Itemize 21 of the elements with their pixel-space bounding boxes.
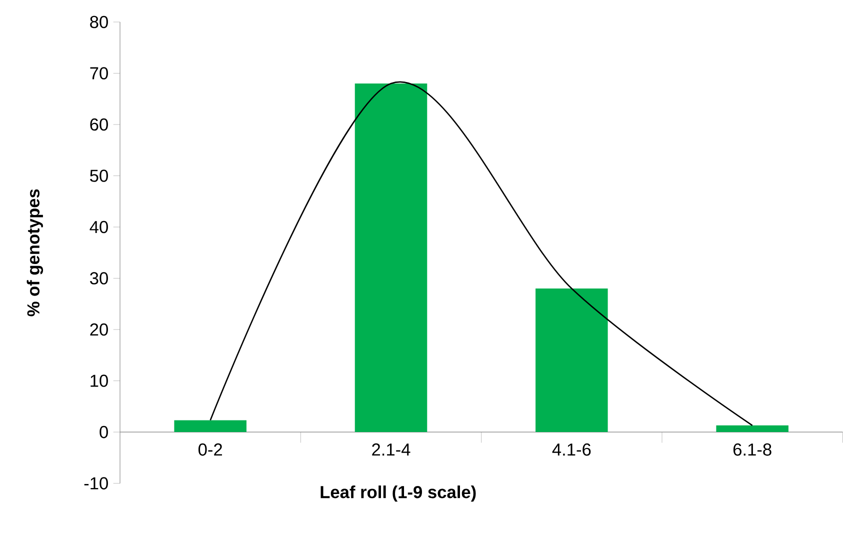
y-tick-label: 50 [90,169,108,182]
bar [536,288,608,432]
y-tick-label: 60 [90,118,108,130]
y-tick-label: 0 [100,426,108,438]
x-tick-label: 6.1-8 [733,443,772,456]
y-tick-label: 40 [90,220,108,234]
x-tick-label: 2.1-4 [372,443,410,456]
bar [354,83,428,432]
x-axis-title: Leaf roll (1-9 scale) [320,485,476,502]
bar [174,420,246,432]
x-tick-label: 0-2 [198,443,222,456]
y-tick-label: -10 [84,477,108,490]
y-tick-label: 10 [90,374,108,387]
line-series [210,82,753,426]
y-tick-label: 30 [90,272,108,284]
y-axis-title: % of genotypes [26,189,44,316]
y-tick-label: 80 [90,16,108,28]
y-tick-label: 20 [90,323,108,336]
x-tick-label: 4.1-6 [552,443,591,456]
y-tick-label: 70 [90,66,108,80]
bar [716,425,788,432]
